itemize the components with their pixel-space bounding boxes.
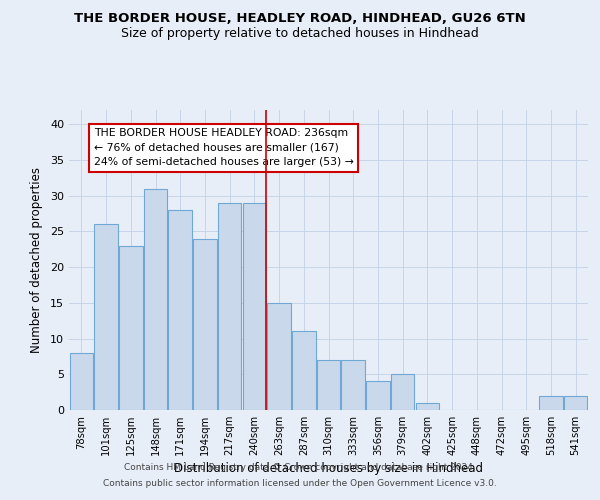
- Text: THE BORDER HOUSE, HEADLEY ROAD, HINDHEAD, GU26 6TN: THE BORDER HOUSE, HEADLEY ROAD, HINDHEAD…: [74, 12, 526, 26]
- Bar: [366, 382, 389, 410]
- Bar: [144, 188, 167, 410]
- Bar: [416, 403, 439, 410]
- Y-axis label: Number of detached properties: Number of detached properties: [30, 167, 43, 353]
- Text: THE BORDER HOUSE HEADLEY ROAD: 236sqm
← 76% of detached houses are smaller (167): THE BORDER HOUSE HEADLEY ROAD: 236sqm ← …: [94, 128, 353, 168]
- Text: Contains HM Land Registry data © Crown copyright and database right 2024.: Contains HM Land Registry data © Crown c…: [124, 464, 476, 472]
- Bar: [193, 238, 217, 410]
- Bar: [268, 303, 291, 410]
- Bar: [70, 353, 93, 410]
- Text: Size of property relative to detached houses in Hindhead: Size of property relative to detached ho…: [121, 28, 479, 40]
- Bar: [564, 396, 587, 410]
- Bar: [391, 374, 415, 410]
- Text: Contains public sector information licensed under the Open Government Licence v3: Contains public sector information licen…: [103, 478, 497, 488]
- Bar: [94, 224, 118, 410]
- X-axis label: Distribution of detached houses by size in Hindhead: Distribution of detached houses by size …: [174, 462, 483, 475]
- Bar: [341, 360, 365, 410]
- Bar: [169, 210, 192, 410]
- Bar: [242, 203, 266, 410]
- Bar: [292, 332, 316, 410]
- Bar: [539, 396, 563, 410]
- Bar: [218, 203, 241, 410]
- Bar: [317, 360, 340, 410]
- Bar: [119, 246, 143, 410]
